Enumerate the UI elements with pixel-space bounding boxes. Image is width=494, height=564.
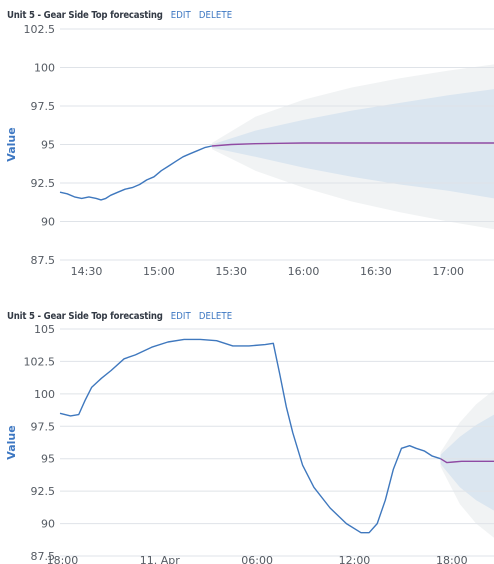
x-tick-label: 11. Apr	[140, 554, 180, 564]
actual-series-line	[59, 338, 441, 534]
y-tick-label: 102.5	[24, 23, 56, 36]
y-tick-label: 97.5	[31, 100, 56, 113]
forecast-series-line	[440, 458, 494, 464]
panel-header: Unit 5 - Gear Side Top forecasting EDIT …	[7, 9, 232, 23]
panel-title: Unit 5 - Gear Side Top forecasting	[7, 311, 163, 322]
y-tick-label: 97.5	[31, 420, 56, 433]
x-tick-label: 17:00	[432, 265, 464, 278]
forecast-chart[interactable]: 102.5 100 97.5 95 92.5 90 87.5 14:30 15:00 15:30 1…	[0, 20, 494, 292]
actual-series-line	[59, 145, 213, 201]
x-tick-label: 12:00	[339, 554, 371, 564]
x-tick-label: 18:00	[47, 554, 79, 564]
y-axis-title: Value	[5, 127, 18, 161]
y-tick-label: 90	[41, 216, 55, 229]
y-tick-label: 87.5	[31, 254, 56, 267]
x-tick-label: 15:00	[143, 265, 175, 278]
delete-link[interactable]: DELETE	[198, 10, 233, 21]
band-inner-area	[211, 89, 494, 199]
edit-link[interactable]: EDIT	[170, 10, 191, 21]
y-axis-title: Value	[5, 425, 18, 459]
y-tick-label: 95	[41, 453, 55, 466]
y-tick-label: 95	[41, 139, 55, 152]
edit-link[interactable]: EDIT	[170, 311, 191, 322]
y-tick-label: 102.5	[24, 355, 56, 368]
delete-link[interactable]: DELETE	[198, 311, 233, 322]
forecast-series-line	[211, 142, 494, 147]
y-tick-label: 100	[34, 388, 55, 401]
x-tick-label: 16:00	[288, 265, 320, 278]
band-inner-area	[440, 414, 494, 511]
y-tick-label: 87.5	[31, 550, 56, 563]
forecast-panel-1: Unit 5 - Gear Side Top forecasting EDIT …	[5, 9, 494, 278]
x-tick-label: 16:30	[360, 265, 392, 278]
x-tick-label: 18:00	[436, 554, 468, 564]
y-tick-label: 92.5	[31, 485, 56, 498]
y-tick-label: 105	[34, 323, 55, 336]
y-tick-label: 92.5	[31, 177, 56, 190]
y-tick-label: 100	[34, 62, 55, 75]
x-tick-label: 14:30	[71, 265, 103, 278]
panel-header: Unit 5 - Gear Side Top forecasting EDIT …	[7, 310, 232, 324]
x-tick-label: 15:30	[215, 265, 247, 278]
panel-title: Unit 5 - Gear Side Top forecasting	[7, 10, 163, 21]
x-tick-label: 06:00	[241, 554, 273, 564]
y-tick-label: 90	[41, 518, 55, 531]
